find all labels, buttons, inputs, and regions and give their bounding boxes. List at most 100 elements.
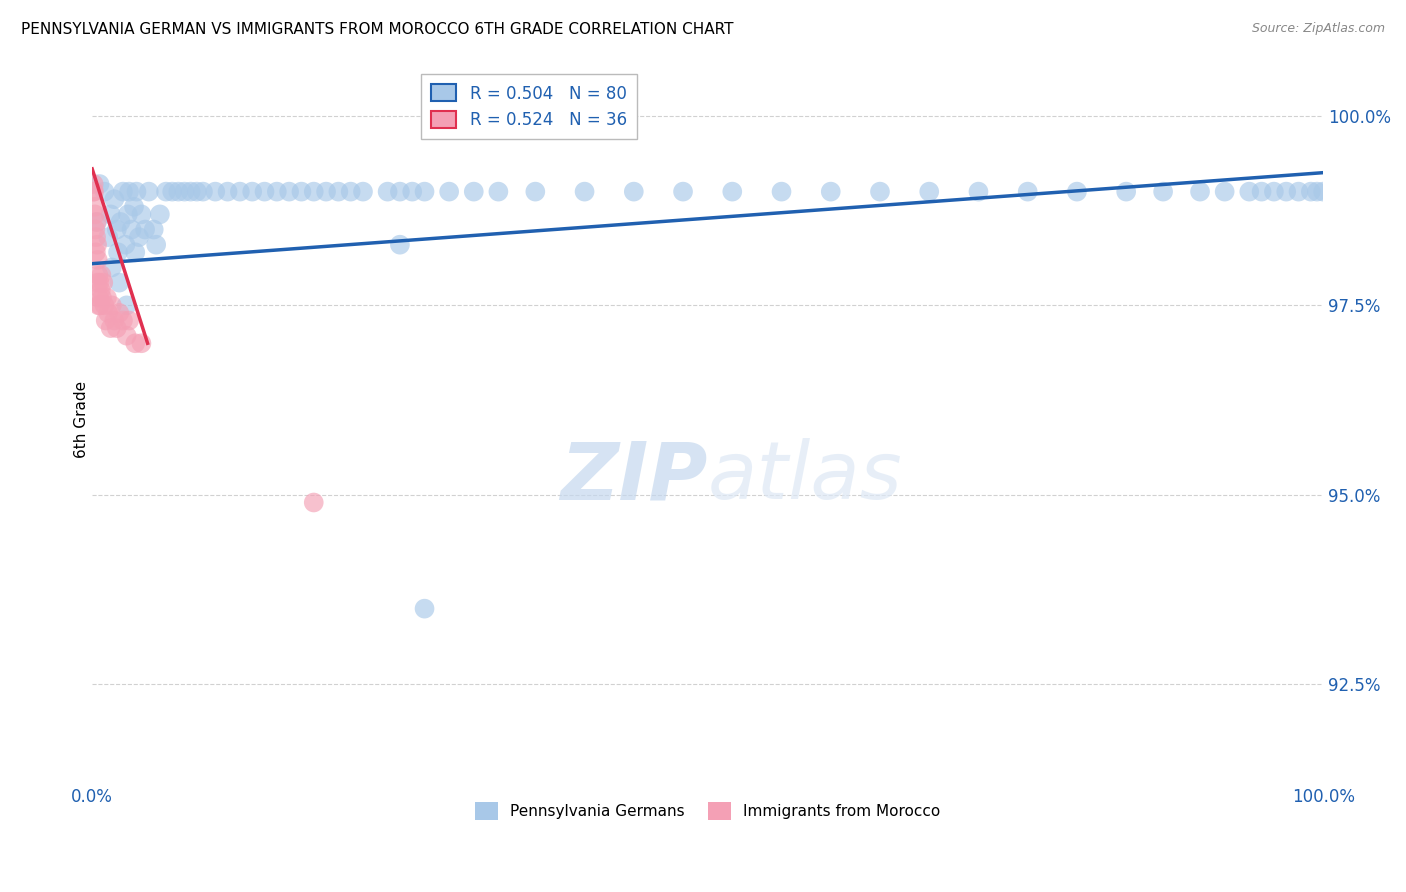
Point [290, 185, 312, 199]
Point [315, 185, 337, 199]
Point [86, 252, 108, 267]
Point [186, 185, 208, 199]
Point [155, 185, 177, 199]
Point [339, 185, 361, 199]
Point [770, 185, 793, 199]
Y-axis label: 6th Grade: 6th Grade [73, 381, 89, 458]
Point [721, 185, 744, 199]
Point [105, 222, 128, 236]
Point [623, 185, 645, 199]
Point [89, 298, 111, 312]
Point [486, 185, 509, 199]
Point [91, 276, 114, 290]
Point [121, 222, 143, 236]
Point [83, 200, 105, 214]
Point [122, 200, 145, 214]
Point [574, 185, 596, 199]
Point [1066, 185, 1088, 199]
Point [1312, 185, 1334, 199]
Point [90, 283, 112, 297]
Point [1189, 185, 1212, 199]
Point [191, 185, 214, 199]
Point [87, 298, 110, 312]
Point [820, 185, 842, 199]
Point [388, 237, 411, 252]
Point [1017, 185, 1039, 199]
Point [672, 185, 695, 199]
Point [180, 185, 202, 199]
Point [1275, 185, 1298, 199]
Point [82, 185, 104, 199]
Point [149, 207, 172, 221]
Point [115, 328, 138, 343]
Point [463, 185, 485, 199]
Point [86, 215, 108, 229]
Point [86, 237, 108, 252]
Point [869, 185, 891, 199]
Point [240, 185, 263, 199]
Point [96, 291, 118, 305]
Point [302, 185, 325, 199]
Point [124, 336, 146, 351]
Point [1115, 185, 1137, 199]
Point [115, 298, 138, 312]
Point [125, 185, 148, 199]
Point [1306, 185, 1329, 199]
Point [83, 185, 105, 199]
Point [131, 336, 153, 351]
Text: ZIP: ZIP [560, 438, 707, 516]
Point [118, 313, 141, 327]
Point [413, 601, 436, 615]
Point [1299, 185, 1322, 199]
Legend: Pennsylvania Germans, Immigrants from Morocco: Pennsylvania Germans, Immigrants from Mo… [470, 796, 946, 826]
Point [401, 185, 423, 199]
Point [107, 245, 129, 260]
Point [173, 185, 195, 199]
Point [302, 495, 325, 509]
Point [117, 207, 139, 221]
Point [101, 260, 124, 275]
Text: PENNSYLVANIA GERMAN VS IMMIGRANTS FROM MOROCCO 6TH GRADE CORRELATION CHART: PENNSYLVANIA GERMAN VS IMMIGRANTS FROM M… [21, 22, 734, 37]
Point [142, 222, 165, 236]
Point [377, 185, 399, 199]
Point [97, 230, 120, 244]
Point [90, 268, 112, 282]
Point [253, 185, 276, 199]
Point [101, 298, 124, 312]
Point [83, 177, 105, 191]
Point [86, 276, 108, 290]
Point [145, 237, 167, 252]
Point [131, 207, 153, 221]
Point [114, 237, 136, 252]
Text: atlas: atlas [707, 438, 903, 516]
Point [1239, 185, 1261, 199]
Point [388, 185, 411, 199]
Point [91, 291, 114, 305]
Point [84, 230, 107, 244]
Point [524, 185, 547, 199]
Point [134, 222, 156, 236]
Point [437, 185, 460, 199]
Point [89, 276, 111, 290]
Point [93, 298, 115, 312]
Point [103, 192, 125, 206]
Point [1152, 185, 1174, 199]
Point [138, 185, 160, 199]
Point [1288, 185, 1310, 199]
Point [105, 321, 128, 335]
Point [918, 185, 941, 199]
Point [124, 245, 146, 260]
Point [84, 222, 107, 236]
Point [87, 268, 110, 282]
Point [111, 313, 134, 327]
Point [229, 185, 252, 199]
Point [204, 185, 226, 199]
Point [1250, 185, 1272, 199]
Point [118, 185, 141, 199]
Point [967, 185, 990, 199]
Point [93, 185, 115, 199]
Point [266, 185, 288, 199]
Point [217, 185, 239, 199]
Point [328, 185, 350, 199]
Point [87, 291, 110, 305]
